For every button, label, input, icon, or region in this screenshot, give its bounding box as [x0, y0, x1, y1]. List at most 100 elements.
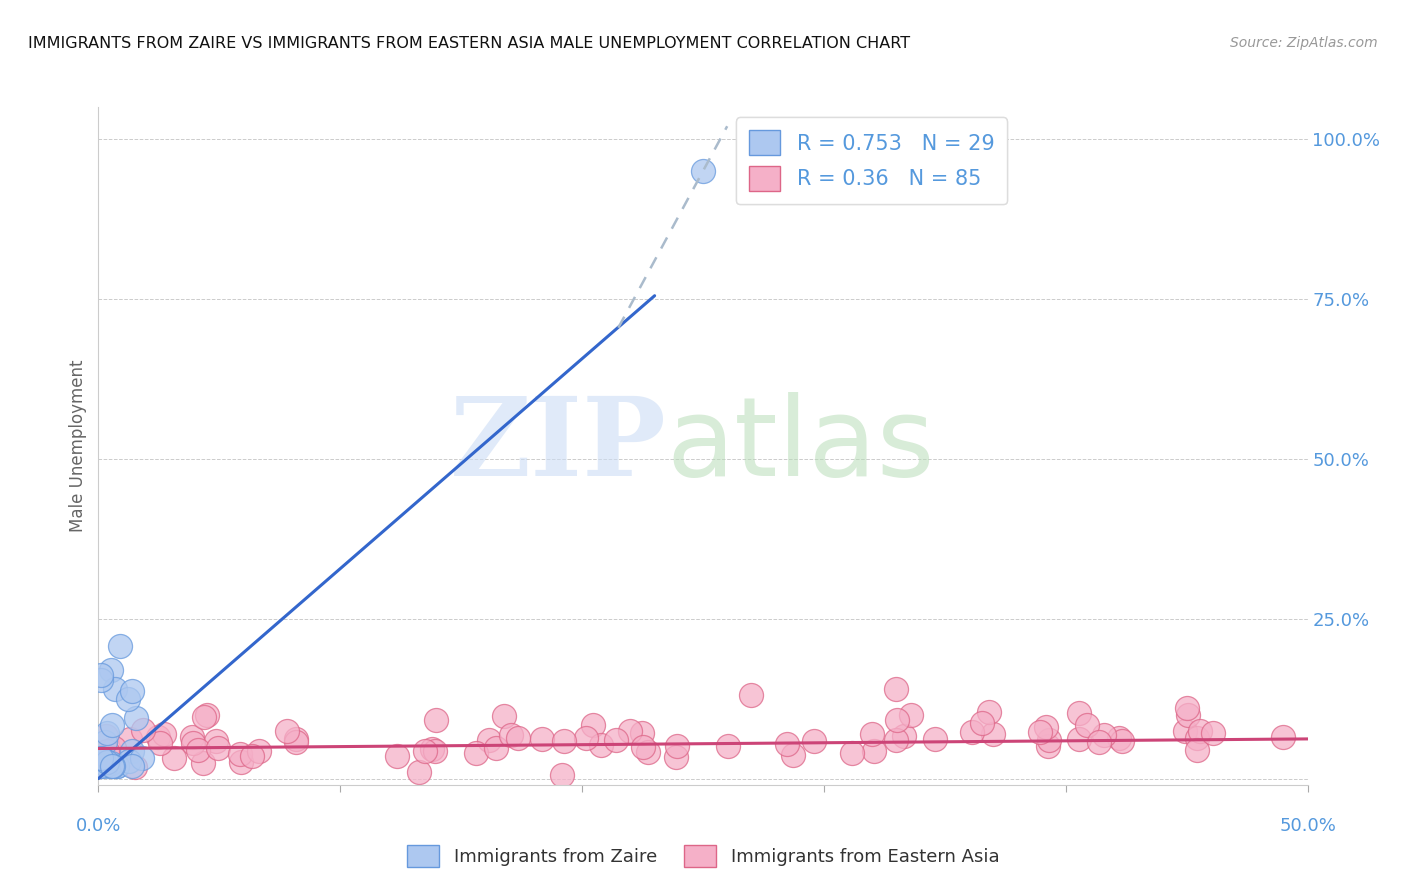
Point	[125, 711, 148, 725]
Point	[131, 723, 153, 738]
Point	[229, 755, 252, 769]
Point	[96, 758, 118, 772]
Point	[782, 748, 804, 763]
Point	[146, 731, 169, 745]
Point	[575, 731, 598, 745]
Point	[91, 751, 114, 765]
Point	[94, 729, 117, 743]
Point	[605, 733, 627, 747]
Point	[149, 735, 172, 749]
Point	[100, 756, 122, 771]
Point	[1272, 730, 1295, 744]
Point	[841, 746, 863, 760]
Point	[900, 708, 922, 723]
Point	[425, 714, 447, 728]
Point	[121, 744, 143, 758]
Point	[90, 751, 112, 765]
Point	[506, 731, 529, 745]
Point	[962, 725, 984, 739]
Point	[97, 758, 120, 772]
Point	[90, 758, 112, 772]
Point	[665, 739, 688, 754]
Point	[413, 744, 436, 758]
Point	[886, 713, 908, 727]
Point	[103, 741, 125, 756]
Point	[1038, 739, 1060, 753]
Point	[717, 739, 740, 754]
Point	[121, 684, 143, 698]
Point	[101, 758, 124, 772]
Point	[1076, 718, 1098, 732]
Point	[91, 752, 114, 766]
Point	[803, 734, 825, 748]
Point	[385, 748, 408, 763]
Point	[692, 164, 714, 178]
Legend: R = 0.753   N = 29, R = 0.36   N = 85: R = 0.753 N = 29, R = 0.36 N = 85	[737, 118, 1007, 203]
Point	[152, 727, 174, 741]
Point	[90, 668, 112, 682]
Point	[1174, 724, 1197, 739]
Point	[96, 756, 118, 770]
Point	[131, 751, 153, 765]
Point	[977, 705, 1000, 719]
Point	[478, 732, 501, 747]
Point	[1111, 733, 1133, 747]
Point	[740, 689, 762, 703]
Point	[284, 731, 307, 746]
Point	[195, 708, 218, 723]
Point	[981, 727, 1004, 741]
Point	[121, 758, 143, 772]
Point	[229, 747, 252, 761]
Point	[1038, 733, 1060, 747]
Point	[100, 663, 122, 677]
Point	[100, 718, 122, 732]
Point	[637, 745, 659, 759]
Point	[860, 727, 883, 741]
Point	[551, 768, 574, 782]
Point	[193, 709, 215, 723]
Point	[619, 723, 641, 738]
Point	[90, 673, 112, 687]
Point	[247, 744, 270, 758]
Point	[1108, 731, 1130, 745]
Point	[118, 755, 141, 769]
Legend: Immigrants from Zaire, Immigrants from Eastern Asia: Immigrants from Zaire, Immigrants from E…	[399, 838, 1007, 874]
Point	[589, 738, 612, 752]
Point	[630, 725, 652, 739]
Point	[101, 758, 124, 772]
Point	[285, 735, 308, 749]
Point	[1069, 706, 1091, 720]
Point	[863, 744, 886, 758]
Point	[924, 731, 946, 746]
Point	[1187, 731, 1209, 745]
Point	[191, 756, 214, 771]
Point	[1029, 725, 1052, 739]
Point	[1069, 731, 1091, 746]
Point	[776, 737, 799, 751]
Text: ZIP: ZIP	[450, 392, 666, 500]
Point	[581, 718, 603, 732]
Point	[163, 751, 186, 765]
Point	[465, 746, 488, 760]
Point	[422, 742, 444, 756]
Point	[181, 736, 204, 750]
Point	[94, 735, 117, 749]
Point	[117, 692, 139, 706]
Point	[423, 744, 446, 758]
Y-axis label: Male Unemployment: Male Unemployment	[69, 359, 87, 533]
Point	[1189, 723, 1212, 738]
Text: 0.0%: 0.0%	[76, 817, 121, 836]
Text: IMMIGRANTS FROM ZAIRE VS IMMIGRANTS FROM EASTERN ASIA MALE UNEMPLOYMENT CORRELAT: IMMIGRANTS FROM ZAIRE VS IMMIGRANTS FROM…	[28, 36, 910, 51]
Point	[631, 739, 654, 754]
Point	[553, 733, 575, 747]
Point	[408, 765, 430, 780]
Point	[886, 681, 908, 696]
Point	[530, 731, 553, 746]
Point	[1185, 742, 1208, 756]
Point	[90, 758, 112, 772]
Point	[893, 729, 915, 743]
Point	[485, 741, 508, 756]
Point	[276, 724, 298, 739]
Point	[492, 709, 515, 723]
Point	[1088, 735, 1111, 749]
